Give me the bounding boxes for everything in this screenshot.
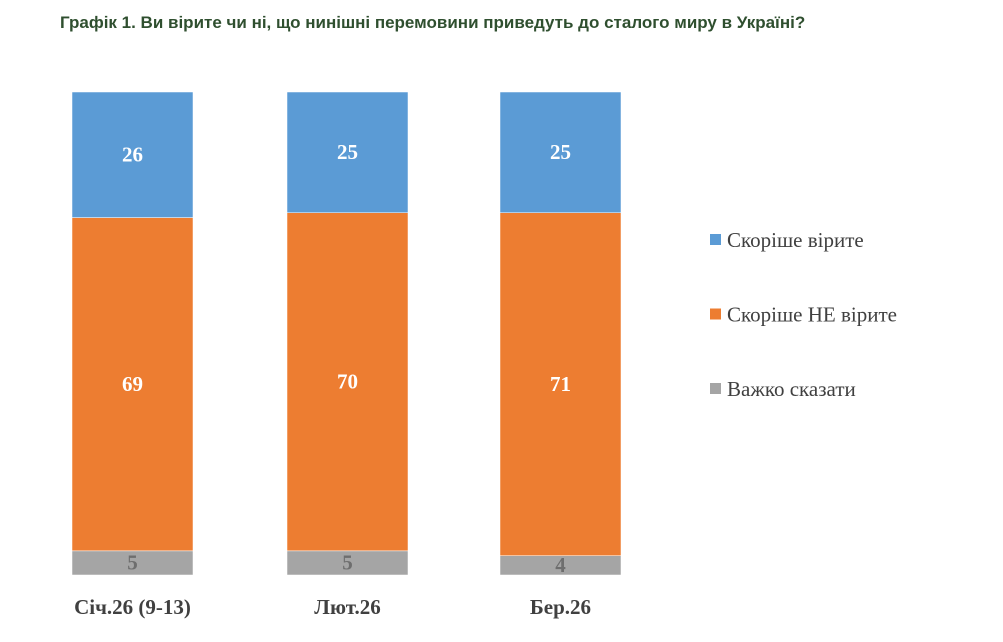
bar-segment <box>71 217 194 552</box>
legend-label: Скоріше НЕ вірите <box>727 303 897 327</box>
data-label: 69 <box>122 372 143 396</box>
legend-swatch <box>710 234 721 245</box>
bar-segment <box>286 212 409 552</box>
bar-segment <box>286 91 409 213</box>
data-label: 70 <box>337 370 358 394</box>
data-label: 4 <box>555 553 566 577</box>
bar-segment <box>71 550 194 576</box>
x-tick-label: Лют.26 <box>314 595 380 619</box>
data-label: 25 <box>337 140 358 164</box>
data-label: 71 <box>550 372 571 396</box>
bar-segment <box>71 91 194 218</box>
data-label: 25 <box>550 140 571 164</box>
data-label: 26 <box>122 143 143 167</box>
bar-segment <box>499 91 622 213</box>
data-label: 5 <box>127 551 138 575</box>
legend-label: Важко сказати <box>727 377 856 401</box>
data-label: 5 <box>342 551 353 575</box>
x-tick-label: Бер.26 <box>530 595 591 619</box>
legend-label: Скоріше вірите <box>727 228 864 252</box>
legend-swatch <box>710 383 721 394</box>
x-tick-label: Січ.26 (9-13) <box>74 595 191 619</box>
legend-swatch <box>710 308 721 320</box>
chart-title: Графік 1. Ви вірите чи ні, що нинішні пе… <box>60 13 805 32</box>
bar-segment <box>286 550 409 576</box>
bar-segment <box>499 212 622 556</box>
